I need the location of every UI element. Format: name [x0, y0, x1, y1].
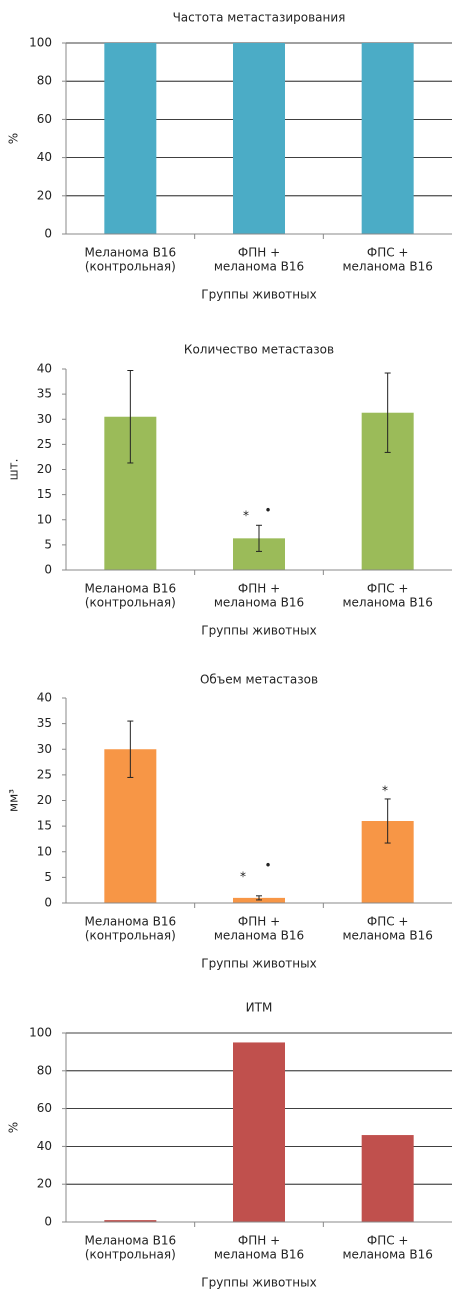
x-tick-label: Меланома В16 — [84, 246, 176, 260]
y-axis-label: мм³ — [7, 789, 21, 812]
y-tick-label: 0 — [44, 227, 52, 241]
error-bar — [384, 798, 391, 844]
x-tick-label: меланома В16 — [342, 929, 432, 943]
y-tick-label: 100 — [29, 1026, 52, 1040]
error-bar — [384, 372, 391, 453]
x-axis-label: Группы животных — [201, 1276, 316, 1290]
y-tick-label: 60 — [37, 1101, 52, 1115]
x-tick-label: меланома В16 — [342, 596, 432, 610]
error-bar — [256, 524, 262, 552]
x-tick-label: меланома В16 — [214, 260, 304, 274]
y-tick-label: 35 — [37, 716, 52, 730]
bar — [361, 1135, 414, 1222]
chart-title: Объем метастазов — [200, 673, 318, 687]
bar — [233, 897, 285, 903]
annotation: * — [243, 509, 249, 523]
x-tick-label: ФПС + — [367, 915, 409, 929]
x-tick-label: Меланома В16 — [84, 1234, 176, 1248]
y-tick-label: 20 — [37, 1177, 52, 1191]
y-tick-label: 20 — [37, 793, 52, 807]
x-tick-label: (контрольная) — [85, 596, 176, 610]
x-tick-label: ФПН + — [238, 582, 280, 596]
error-bar — [256, 895, 262, 901]
x-axis-label: Группы животных — [201, 957, 316, 971]
x-tick-label: (контрольная) — [85, 929, 176, 943]
annotation: • — [264, 504, 271, 518]
error-bar — [127, 370, 134, 464]
x-tick-label: ФПН + — [238, 246, 280, 260]
y-tick-label: 10 — [37, 844, 52, 858]
bar — [104, 43, 157, 234]
x-tick-label: (контрольная) — [85, 1248, 176, 1262]
y-tick-label: 0 — [44, 563, 52, 577]
x-tick-label: ФПС + — [367, 582, 409, 596]
bar — [233, 43, 285, 234]
y-tick-label: 15 — [37, 819, 52, 833]
y-tick-label: 25 — [37, 437, 52, 451]
y-tick-label: 80 — [37, 1063, 52, 1077]
y-tick-label: 10 — [37, 512, 52, 526]
bar — [233, 1042, 285, 1222]
y-tick-label: 30 — [37, 412, 52, 426]
x-tick-label: (контрольная) — [85, 260, 176, 274]
y-tick-label: 15 — [37, 487, 52, 501]
y-tick-label: 0 — [44, 1215, 52, 1229]
x-tick-label: меланома В16 — [214, 596, 304, 610]
x-tick-label: Меланома В16 — [84, 915, 176, 929]
y-tick-label: 80 — [37, 74, 52, 88]
y-tick-label: 5 — [44, 870, 52, 884]
bar — [361, 43, 414, 234]
x-axis-label: Группы животных — [201, 288, 316, 302]
y-tick-label: 100 — [29, 36, 52, 50]
chart-title: Частота метастазирования — [173, 11, 346, 25]
x-tick-label: меланома В16 — [342, 260, 432, 274]
x-tick-label: меланома В16 — [342, 1248, 432, 1262]
y-tick-label: 0 — [44, 896, 52, 910]
x-tick-label: меланома В16 — [214, 929, 304, 943]
y-tick-label: 40 — [37, 1139, 52, 1153]
x-tick-label: ФПС + — [367, 246, 409, 260]
y-tick-label: 30 — [37, 742, 52, 756]
chart-title: ИТМ — [246, 1001, 273, 1015]
annotation: • — [264, 859, 271, 873]
y-tick-label: 40 — [37, 150, 52, 164]
y-tick-label: 20 — [37, 462, 52, 476]
x-tick-label: меланома В16 — [214, 1248, 304, 1262]
x-tick-label: Меланома В16 — [84, 582, 176, 596]
y-axis-label: шт. — [7, 459, 21, 481]
annotation: * — [240, 870, 246, 884]
y-tick-label: 25 — [37, 767, 52, 781]
annotation: * — [382, 784, 388, 798]
y-axis-label: % — [7, 1122, 21, 1133]
y-tick-label: 40 — [37, 362, 52, 376]
y-tick-label: 35 — [37, 387, 52, 401]
x-axis-label: Группы животных — [201, 624, 316, 638]
y-tick-label: 60 — [37, 112, 52, 126]
x-tick-label: ФПН + — [238, 1234, 280, 1248]
x-tick-label: ФПС + — [367, 1234, 409, 1248]
chart-title: Количество метастазов — [184, 343, 334, 357]
bar — [104, 1220, 157, 1222]
y-tick-label: 20 — [37, 188, 52, 202]
y-tick-label: 40 — [37, 691, 52, 705]
x-tick-label: ФПН + — [238, 915, 280, 929]
y-axis-label: % — [7, 133, 21, 144]
y-tick-label: 5 — [44, 537, 52, 551]
error-bar — [127, 720, 134, 778]
